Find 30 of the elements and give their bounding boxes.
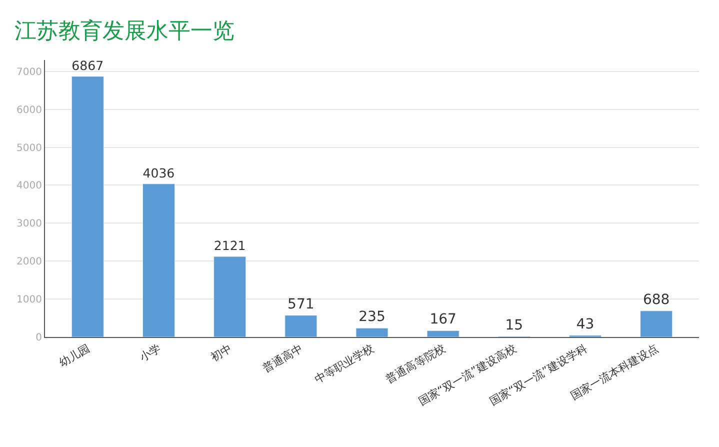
bar: [71, 76, 104, 337]
y-tick-label: 6000: [16, 104, 42, 116]
bar: [426, 330, 460, 337]
x-tick-label: 普通高中: [260, 342, 306, 376]
bar: [142, 184, 175, 337]
y-tick-label: 2000: [16, 256, 42, 268]
y-tick-label: 0: [36, 332, 42, 344]
data-label: 167: [430, 312, 456, 328]
data-label: 15: [505, 317, 524, 334]
bar: [284, 315, 318, 337]
x-tick-label: 小学: [137, 342, 163, 364]
y-tick-label: 1000: [16, 294, 42, 306]
data-label: 688: [642, 292, 670, 308]
data-label: 4036: [142, 165, 175, 180]
data-label: 571: [288, 296, 314, 312]
data-label: 2121: [214, 238, 246, 253]
data-label: 6867: [72, 58, 104, 73]
data-label: 43: [576, 316, 594, 332]
y-tick-label: 7000: [16, 66, 42, 78]
x-tick-label: 初中: [208, 342, 234, 364]
bar: [640, 310, 673, 337]
y-tick-label: 4000: [16, 180, 42, 192]
x-tick-label: 幼儿园: [56, 342, 92, 370]
data-label: 235: [358, 309, 386, 326]
y-tick-label: 3000: [16, 218, 42, 230]
chart-title: 江苏教育发展水平一览: [14, 18, 234, 44]
bar: [356, 328, 388, 337]
bar: [214, 256, 246, 337]
y-tick-label: 5000: [16, 142, 42, 154]
x-tick-label: 中等职业学校: [312, 342, 376, 386]
